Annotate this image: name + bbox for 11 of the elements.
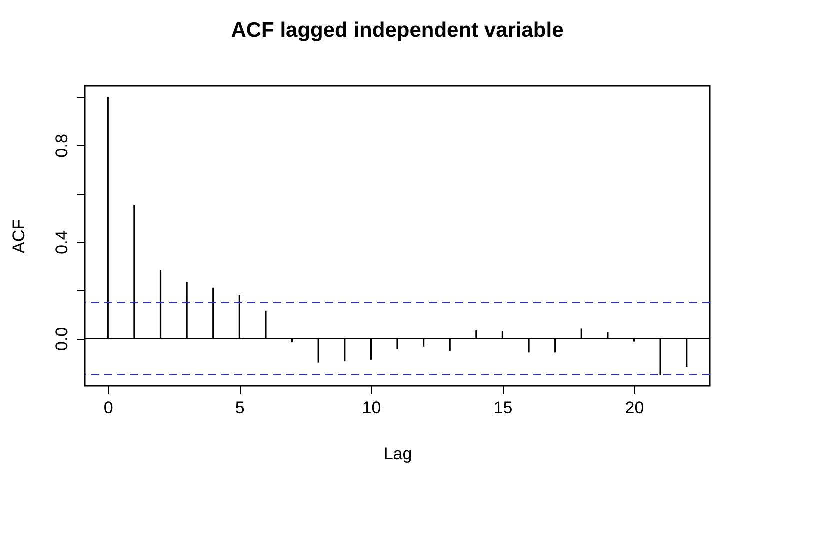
y-axis-title: ACF	[10, 220, 28, 254]
x-tick-label: 15	[494, 398, 513, 418]
chart-title: ACF lagged independent variable	[231, 19, 564, 42]
x-tick-label: 5	[235, 398, 245, 418]
y-tick-label: 0.8	[52, 134, 72, 158]
y-tick-label: 0.4	[52, 230, 72, 254]
y-tick-label: 0.0	[52, 327, 72, 351]
x-tick-label: 0	[104, 398, 114, 418]
x-tick-label: 20	[625, 398, 644, 418]
x-axis-title: Lag	[384, 444, 412, 464]
x-tick-label: 10	[362, 398, 382, 418]
